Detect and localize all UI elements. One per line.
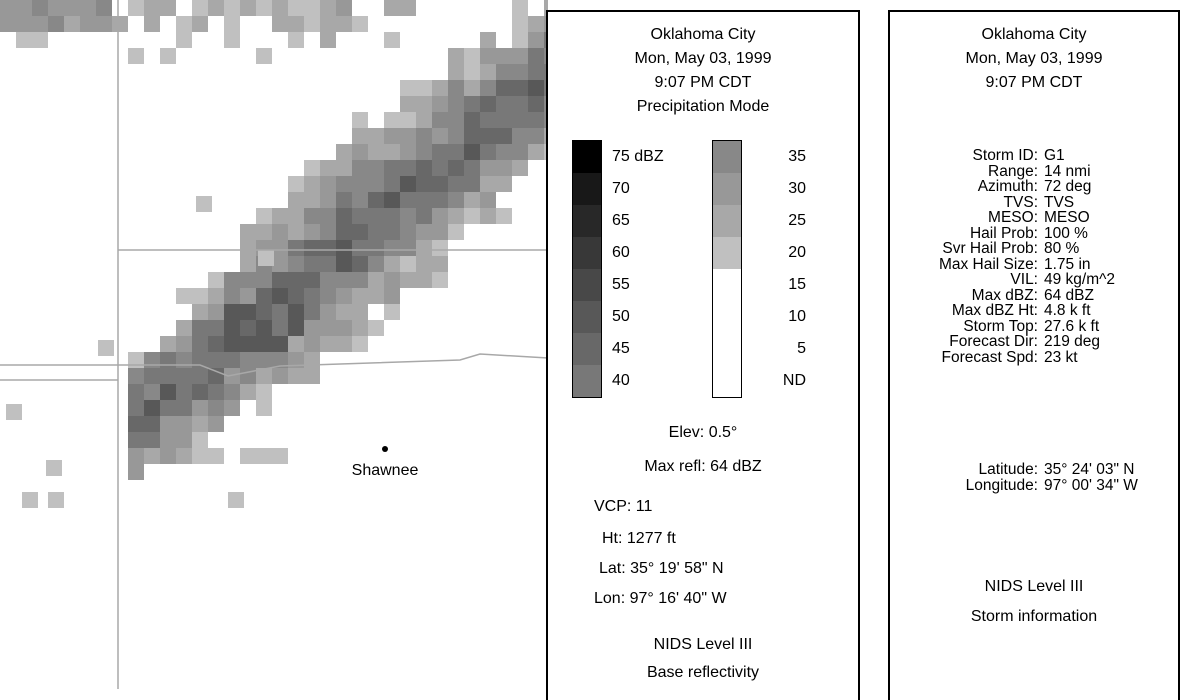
legend-swatch [573,205,601,237]
legend-swatch [713,237,741,269]
reflectivity-echoes [0,0,548,508]
info-panel: Oklahoma City Mon, May 03, 1999 9:07 PM … [546,10,860,700]
attribute-key: Range: [988,162,1038,180]
attribute-value: MESO [1044,209,1090,226]
legend-label: 45 [612,340,630,357]
attribute-value: 100 % [1044,224,1088,242]
legend-label: 75 dBZ [612,148,664,165]
legend-swatch [713,269,741,301]
attribute-key: Max dBZ: [971,286,1038,304]
legend-label: 55 [612,276,630,293]
attribute-key: Latitude: [978,461,1038,478]
storm-product-name-label: Storm information [970,608,1098,625]
radar-map[interactable]: Shawnee [0,0,548,689]
attribute-value: 72 deg [1044,178,1092,195]
attribute-value: 23 kt [1044,348,1078,366]
legend-swatch [573,333,601,365]
elevation-label: Elev: 0.5° [668,424,738,441]
legend-label: 10 [788,308,806,325]
attribute-key: Storm ID: [972,147,1038,164]
attribute-key: Hail Prob: [969,224,1038,242]
max-reflectivity-label: Max refl: 64 dBZ [644,458,762,475]
legend-swatch [573,365,601,397]
attribute-key: Storm Top: [963,317,1038,335]
storm-header-city: Oklahoma City [981,26,1087,43]
attribute-value: 4.8 k ft [1044,302,1091,319]
attribute-key: Max dBZ Ht: [951,302,1038,319]
product-name-label: Base reflectivity [646,664,760,681]
legend-swatch [573,173,601,205]
attribute-value: 80 % [1044,240,1080,257]
county-boundaries [0,0,548,689]
legend-label: 25 [788,212,806,229]
header-city: Oklahoma City [650,26,756,43]
attribute-value: TVS [1044,193,1075,211]
attribute-value: 35° 24' 03" N [1044,461,1135,478]
product-level-label: NIDS Level III [653,636,753,653]
attribute-key: Forecast Dir: [949,333,1038,350]
attribute-value: 97° 00' 34" W [1044,476,1138,494]
legend-swatch [713,365,741,397]
legend-left-scale [572,140,602,398]
latitude-label: Lat: 35° 19' 58" N [599,560,724,577]
legend-swatch [713,333,741,365]
legend-swatch [573,237,601,269]
attribute-value: 14 nmi [1044,162,1091,180]
attribute-key: VIL: [1010,271,1038,288]
attribute-key: Longitude: [965,476,1038,494]
vcp-label: VCP: 11 [594,498,653,515]
legend-swatch [713,173,741,205]
legend-swatch [573,269,601,301]
color-legend: 75 dBZ 70 65 60 55 50 45 40 35 30 25 20 15 10 5 ND [572,140,812,402]
attribute-value: 1.75 in [1044,255,1091,273]
attribute-key: Svr Hail Prob: [942,240,1038,257]
legend-label: 70 [612,180,630,197]
legend-label: 40 [612,372,630,389]
height-label: Ht: 1277 ft [602,530,676,547]
legend-swatch [573,301,601,333]
legend-right-scale [712,140,742,398]
storm-header-date: Mon, May 03, 1999 [965,50,1103,67]
legend-swatch [713,301,741,333]
storm-info-panel: Oklahoma City Mon, May 03, 1999 9:07 PM … [888,10,1180,700]
legend-label: 15 [788,276,806,293]
attribute-value: 219 deg [1044,333,1101,350]
legend-label: 30 [788,180,806,197]
attribute-value: 27.6 k ft [1044,317,1100,335]
legend-swatch [713,205,741,237]
header-time: 9:07 PM CDT [654,74,752,91]
attribute-key: TVS: [1003,193,1038,211]
attribute-key: MESO: [988,209,1038,226]
legend-label: 20 [788,244,806,261]
storm-header-time: 9:07 PM CDT [985,74,1083,91]
attribute-value: G1 [1044,147,1065,164]
attribute-value: 49 kg/m^2 [1044,271,1116,288]
attribute-key: Forecast Spd: [941,348,1039,366]
shawnee-label: Shawnee [352,462,419,479]
shawnee-city-dot [382,446,388,452]
header-mode: Precipitation Mode [636,98,770,115]
legend-label: 65 [612,212,630,229]
radar-image: Shawnee [0,0,548,689]
attribute-key: Max Hail Size: [938,255,1038,273]
legend-label: 5 [797,340,806,357]
attribute-value: 64 dBZ [1044,286,1094,304]
legend-label: ND [782,372,806,389]
legend-label: 60 [612,244,630,261]
legend-label: 35 [788,148,806,165]
legend-swatch [573,141,601,173]
attribute-key: Azimuth: [977,178,1038,195]
legend-swatch [713,141,741,173]
header-date: Mon, May 03, 1999 [634,50,772,67]
legend-label: 50 [612,308,630,325]
storm-product-level-label: NIDS Level III [984,578,1084,595]
longitude-label: Lon: 97° 16' 40" W [594,590,727,607]
